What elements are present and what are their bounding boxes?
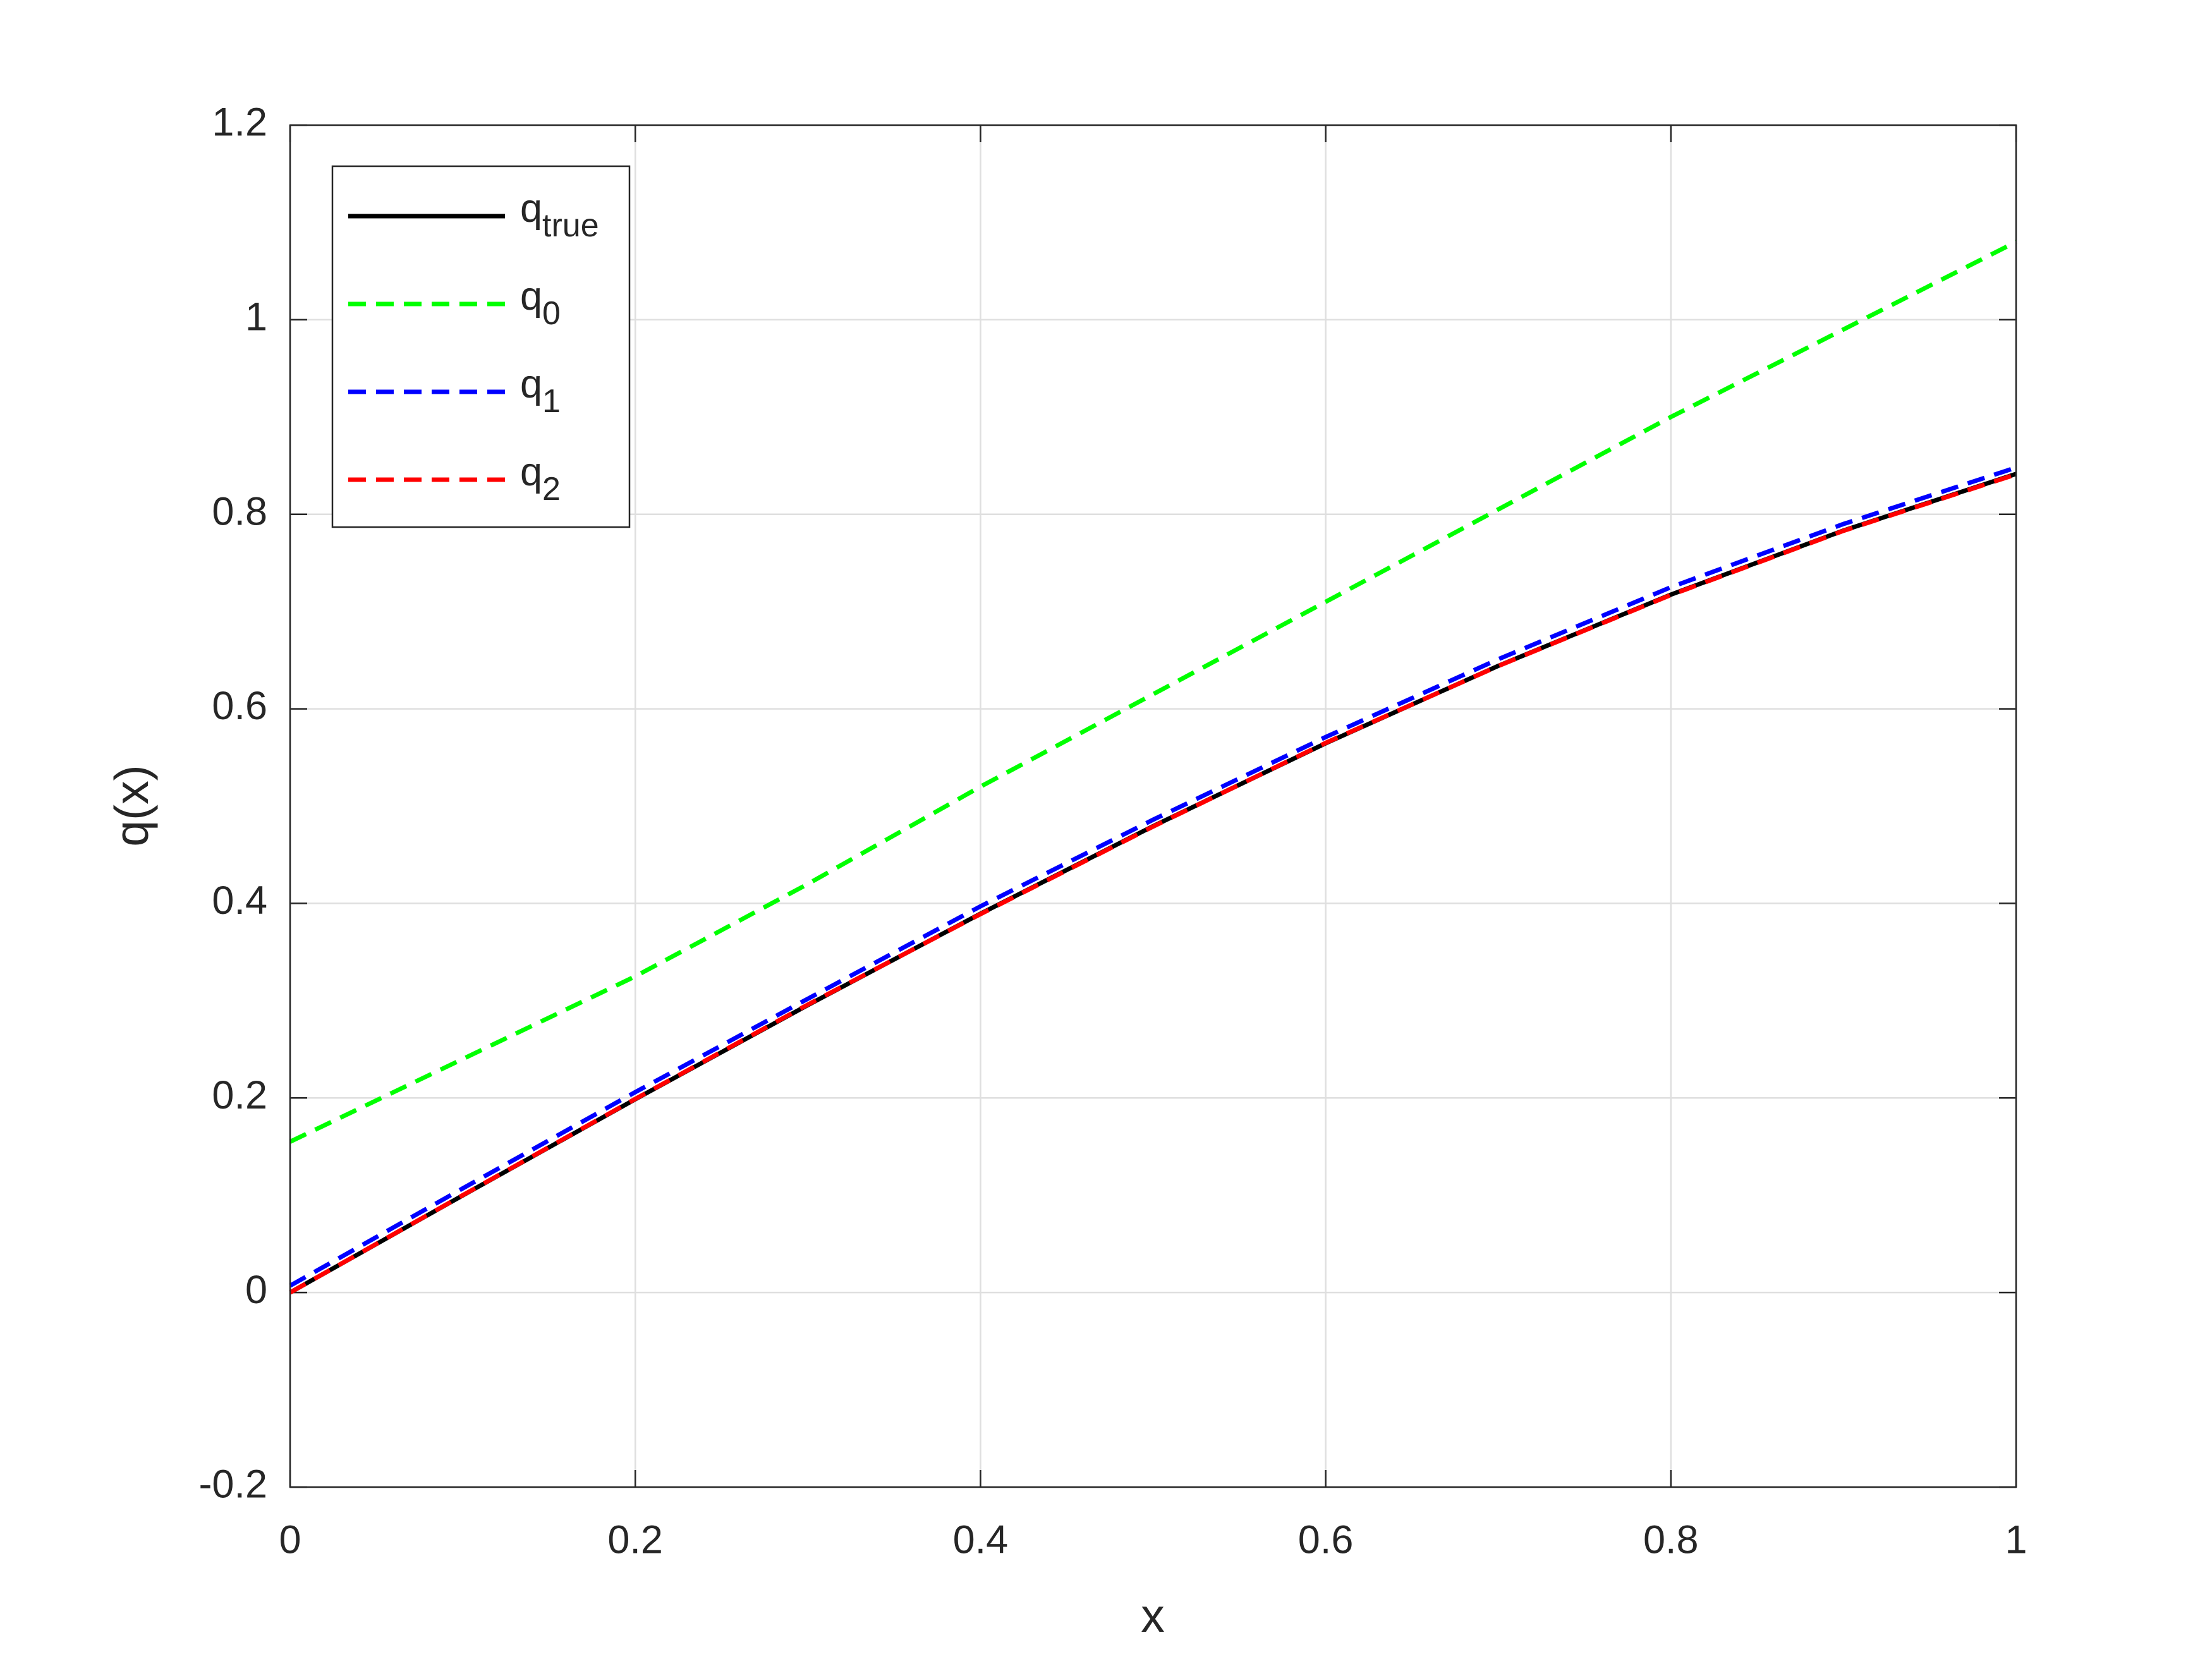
x-tick-label: 0.2	[607, 1518, 663, 1562]
legend-box	[331, 165, 631, 528]
y-tick-label: 1	[245, 295, 267, 339]
y-tick-label: 1.2	[212, 100, 267, 145]
y-tick-label: -0.2	[198, 1462, 267, 1507]
legend-label-base: q	[520, 362, 542, 406]
legend-label-base: q	[520, 450, 542, 494]
legend-label-subscript: 1	[542, 383, 561, 420]
legend-label: q1	[520, 362, 561, 420]
legend-label-subscript: 2	[542, 471, 561, 507]
legend-label: qtrue	[520, 186, 599, 244]
y-tick-label: 0.4	[212, 878, 267, 923]
y-tick-label: 0	[245, 1268, 267, 1312]
legend-label-subscript: true	[542, 207, 599, 244]
x-tick-label: 0.6	[1298, 1518, 1354, 1562]
legend-label-base: q	[520, 274, 542, 319]
legend-label-subscript: 0	[542, 295, 561, 332]
data-line	[289, 465, 2017, 1288]
legend-label: q0	[520, 274, 561, 332]
axes-box	[289, 124, 2017, 1488]
x-tick-label: 1	[2005, 1518, 2027, 1562]
y-axis-label: q(x)	[105, 765, 158, 846]
x-tick-label: 0	[279, 1518, 301, 1562]
x-axis-label: x	[1141, 1589, 1165, 1642]
y-tick-label: 0.6	[212, 684, 267, 728]
y-tick-label: 0.2	[212, 1073, 267, 1117]
legend-label: q2	[520, 450, 561, 507]
y-tick-label: 0.8	[212, 489, 267, 533]
x-tick-label: 0.4	[953, 1518, 1009, 1562]
x-tick-label: 0.8	[1643, 1518, 1699, 1562]
legend-label-base: q	[520, 186, 542, 231]
data-line	[289, 472, 2017, 1295]
data-line	[289, 240, 2017, 1144]
